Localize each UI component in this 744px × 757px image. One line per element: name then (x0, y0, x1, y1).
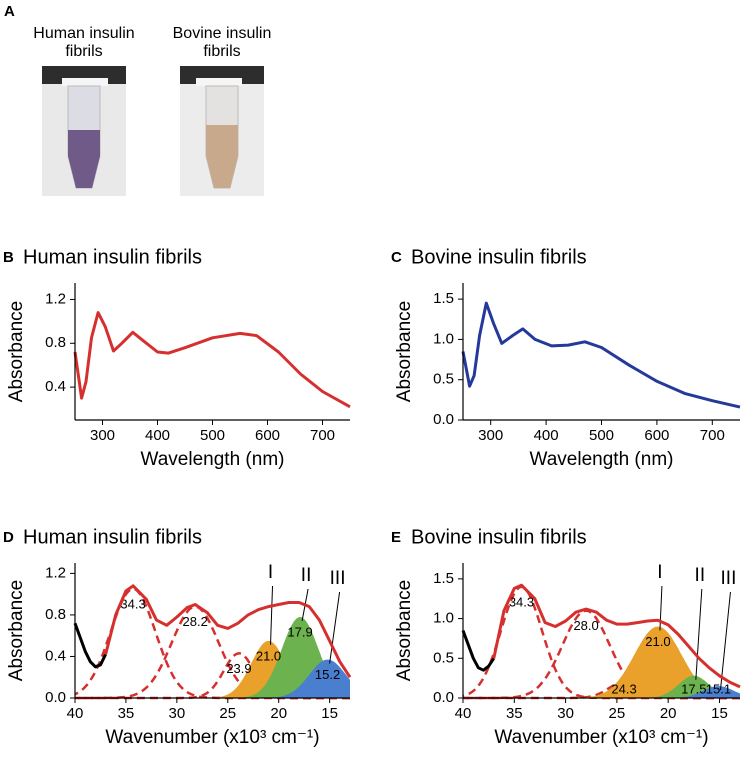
data-line (461, 629, 496, 672)
x-tick-label: 20 (660, 705, 677, 722)
y-tick-label: 0.0 (433, 411, 454, 428)
x-tick-label: 25 (219, 705, 236, 722)
peak-area (463, 626, 740, 698)
y-tick-label: 0.5 (433, 649, 454, 666)
chart-title: Bovine insulin fibrils (411, 526, 587, 548)
y-axis-label: Absorbance (6, 580, 27, 681)
annotation-line (719, 591, 731, 691)
y-tick-label: 1.0 (433, 330, 454, 347)
photo-label: Human insulin fibrils (33, 25, 135, 60)
x-tick-label: 300 (478, 427, 503, 444)
x-tick-label: 700 (310, 427, 335, 444)
x-axis-label: Wavelength (nm) (530, 449, 674, 470)
panel-label: E (391, 529, 401, 546)
y-tick-label: 0.4 (45, 378, 66, 395)
peak-label: 28.2 (183, 614, 208, 629)
data-line (104, 584, 352, 679)
x-axis-label: Wavelength (nm) (141, 449, 285, 470)
peak-label: 15.1 (706, 681, 731, 696)
x-tick-label: 500 (589, 427, 614, 444)
x-tick-label: 40 (67, 705, 84, 722)
annotation: II (301, 565, 312, 586)
photo-label: Bovine insulin fibrils (172, 25, 272, 60)
y-axis-label: Absorbance (394, 580, 415, 681)
x-tick-label: 35 (118, 705, 135, 722)
panel-label: B (3, 249, 14, 266)
peak-label: 34.3 (509, 594, 534, 609)
y-tick-label: 0.5 (433, 371, 454, 388)
x-tick-label: 700 (700, 427, 725, 444)
x-tick-label: 40 (455, 705, 472, 722)
x-tick-label: 400 (145, 427, 170, 444)
x-tick-label: 20 (270, 705, 287, 722)
y-tick-label: 0.0 (433, 689, 454, 706)
peak-label: 21.0 (256, 648, 281, 663)
peak-label: 24.3 (611, 681, 636, 696)
photo (42, 66, 126, 196)
x-tick-label: 500 (200, 427, 225, 444)
peak-label: 17.5 (681, 681, 706, 696)
data-line (73, 622, 107, 669)
y-axis-label: Absorbance (6, 301, 27, 402)
peak-label: 17.9 (287, 624, 312, 639)
x-axis-label: Wavenumber (x10³ cm⁻¹) (105, 727, 319, 748)
peak-area (463, 686, 740, 698)
x-tick-label: 30 (169, 705, 186, 722)
data-line (461, 301, 741, 409)
annotation: II (695, 565, 706, 586)
y-tick-label: 1.5 (433, 290, 454, 307)
y-tick-label: 0.8 (45, 334, 66, 351)
x-tick-label: 25 (609, 705, 626, 722)
panel-label: C (391, 249, 402, 266)
x-tick-label: 30 (557, 705, 574, 722)
annotation: III (721, 568, 737, 589)
annotation: III (330, 568, 346, 589)
x-tick-label: 35 (506, 705, 523, 722)
y-tick-label: 1.2 (45, 564, 66, 581)
annotation-line (329, 591, 341, 664)
annotation: I (268, 562, 273, 583)
annotation-line (659, 585, 663, 631)
peak-area (75, 617, 350, 698)
data-line (492, 583, 741, 689)
peak-label: 15.2 (315, 667, 340, 682)
x-tick-label: 15 (321, 705, 338, 722)
peak-area (463, 675, 740, 698)
y-tick-label: 1.5 (433, 570, 454, 587)
peak-label: 23.9 (226, 661, 251, 676)
y-tick-label: 0.8 (45, 606, 66, 623)
x-tick-label: 400 (534, 427, 559, 444)
x-tick-label: 600 (255, 427, 280, 444)
peak-area (75, 659, 350, 698)
x-tick-label: 15 (711, 705, 728, 722)
peak-label: 34.3 (120, 596, 145, 611)
x-axis-label: Wavenumber (x10³ cm⁻¹) (494, 727, 708, 748)
panel-label: D (3, 529, 14, 546)
peak-label: 21.0 (645, 634, 670, 649)
panel-label: A (4, 3, 15, 20)
annotation: I (657, 562, 662, 583)
y-tick-label: 0.4 (45, 647, 66, 664)
data-line (73, 311, 351, 409)
y-tick-label: 1.0 (433, 610, 454, 627)
peak-label: 28.0 (573, 618, 598, 633)
y-tick-label: 1.2 (45, 290, 66, 307)
photo (180, 66, 264, 196)
x-tick-label: 600 (644, 427, 669, 444)
y-tick-label: 0.0 (45, 689, 66, 706)
x-tick-label: 300 (90, 427, 115, 444)
chart-title: Human insulin fibrils (23, 526, 202, 548)
y-axis-label: Absorbance (394, 301, 415, 402)
annotation-line (695, 588, 703, 680)
chart-title: Human insulin fibrils (23, 246, 202, 268)
annotation-line (270, 585, 274, 645)
chart-title: Bovine insulin fibrils (411, 246, 587, 268)
